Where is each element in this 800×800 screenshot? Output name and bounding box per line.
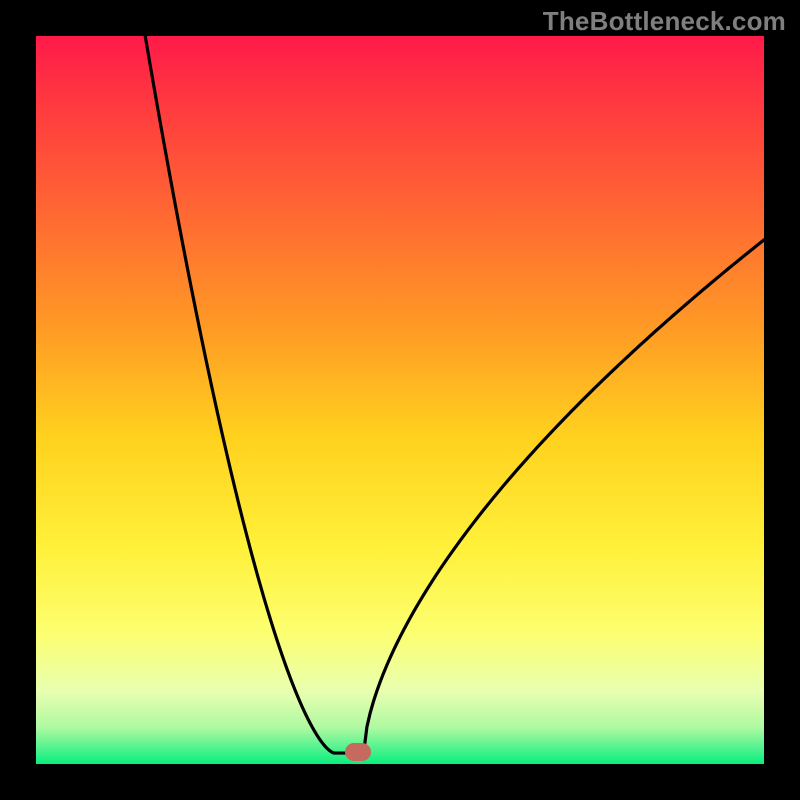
watermark-label: TheBottleneck.com	[543, 6, 786, 37]
plot-area	[30, 30, 770, 770]
chart-stage: TheBottleneck.com	[0, 0, 800, 800]
curve-path	[145, 36, 764, 753]
bottleneck-curve	[36, 36, 764, 764]
optimal-point-marker	[345, 743, 371, 761]
